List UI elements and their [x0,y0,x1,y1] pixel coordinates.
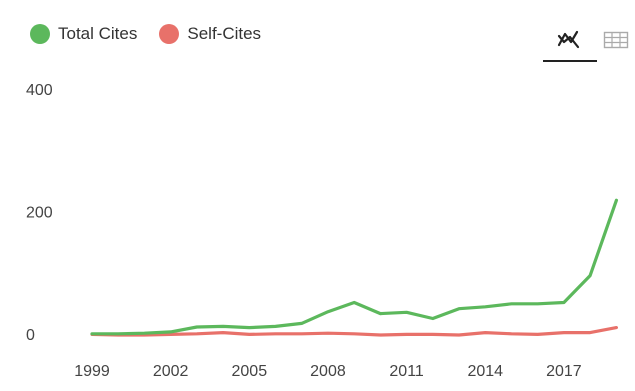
y-tick-label: 200 [26,205,53,222]
view-toggle [543,18,635,62]
x-tick-label: 2014 [467,363,503,380]
table-view-button[interactable] [597,18,635,62]
chart-view-button[interactable] [543,18,597,62]
x-tick-label: 2008 [310,363,346,380]
self-cites-swatch [159,24,180,44]
chart-icon [557,30,580,49]
self-cites-label: Self-Cites [187,24,262,43]
y-axis-ticks: 0 200 400 [26,82,53,344]
total-cites-label: Total Cites [58,24,138,43]
x-tick-label: 2005 [232,363,268,380]
legend-item-total-cites[interactable]: Total Cites [30,24,137,44]
total-cites-line [90,198,619,336]
table-icon [603,31,629,49]
x-tick-label: 2017 [546,363,582,380]
series-layer [90,198,619,337]
self-cites-line [90,326,619,337]
x-axis-ticks: 1999 2002 2005 2008 2011 2014 2017 [74,363,582,380]
x-tick-label: 1999 [74,363,110,380]
y-tick-label: 400 [26,82,53,99]
total-cites-swatch [30,24,50,44]
x-tick-label: 2011 [389,363,424,380]
y-tick-label: 0 [26,327,35,344]
chart-legend: Total Cites Self-Cites [30,24,283,44]
legend-item-self-cites[interactable]: Self-Cites [159,24,261,44]
x-tick-label: 2002 [153,363,189,380]
